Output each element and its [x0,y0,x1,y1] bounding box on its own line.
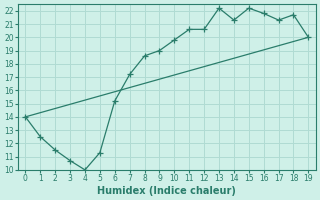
X-axis label: Humidex (Indice chaleur): Humidex (Indice chaleur) [98,186,236,196]
